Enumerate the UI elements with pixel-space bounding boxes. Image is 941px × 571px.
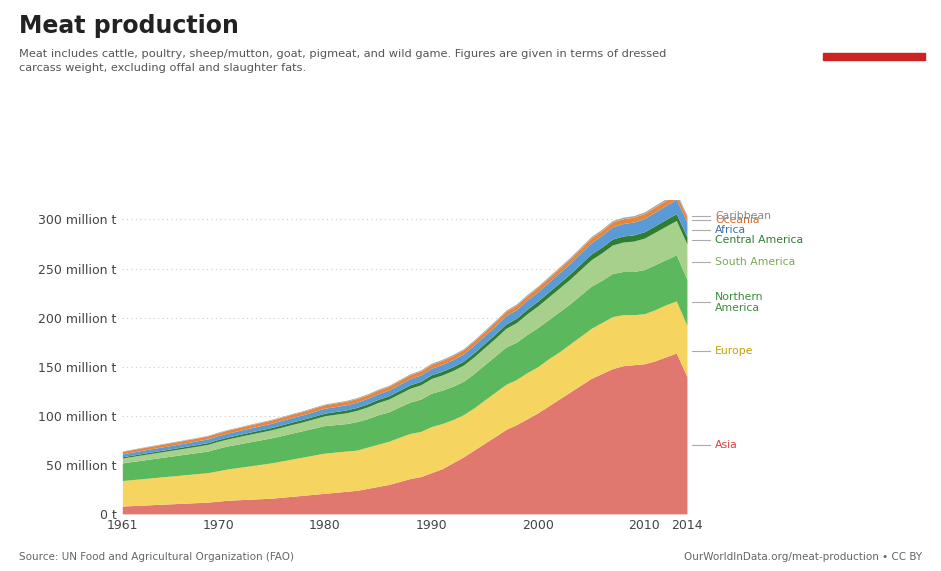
Text: Oceania: Oceania (715, 215, 759, 224)
Text: in Data: in Data (853, 36, 896, 46)
Text: Central America: Central America (715, 235, 804, 246)
Text: Our World: Our World (844, 21, 904, 31)
Text: Africa: Africa (715, 224, 746, 235)
Text: Caribbean: Caribbean (715, 211, 772, 221)
Text: Source: UN Food and Agricultural Organization (FAO): Source: UN Food and Agricultural Organiz… (19, 552, 294, 562)
Text: Meat includes cattle, poultry, sheep/mutton, goat, pigmeat, and wild game. Figur: Meat includes cattle, poultry, sheep/mut… (19, 49, 666, 73)
Text: Europe: Europe (715, 346, 754, 356)
Text: OurWorldInData.org/meat-production • CC BY: OurWorldInData.org/meat-production • CC … (684, 552, 922, 562)
Text: Asia: Asia (715, 440, 738, 450)
Bar (823, 53, 925, 60)
Text: South America: South America (715, 257, 795, 267)
Text: Northern
America: Northern America (715, 292, 764, 313)
Text: Meat production: Meat production (19, 14, 239, 38)
